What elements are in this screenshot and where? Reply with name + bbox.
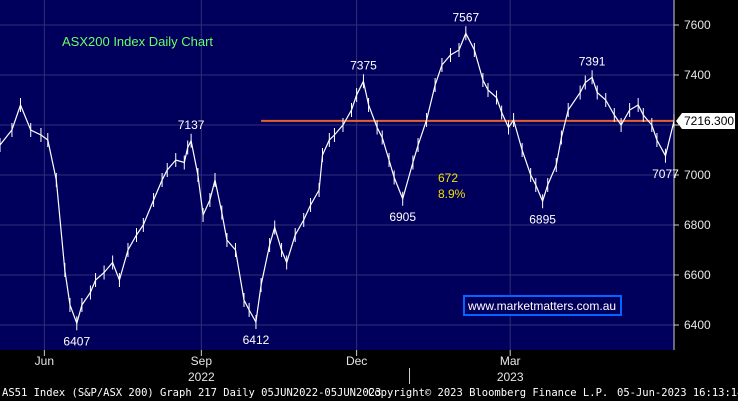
y-axis: 6400660068007000720074007600 bbox=[673, 0, 711, 350]
extreme-label: 7391 bbox=[579, 54, 606, 68]
y-tick-label: 7000 bbox=[684, 168, 711, 182]
x-tick-label: Jun bbox=[35, 354, 54, 368]
watermark-border bbox=[463, 295, 622, 316]
chart-title: ASX200 Index Daily Chart bbox=[62, 34, 213, 49]
x-tick-label: Mar bbox=[500, 354, 521, 368]
y-tick-label: 7400 bbox=[684, 68, 711, 82]
last-value-label: 7216.300 bbox=[684, 114, 734, 128]
x-year-label: 2022 bbox=[188, 370, 215, 384]
move-percent-label: 8.9% bbox=[438, 187, 466, 201]
y-tick-label: 6400 bbox=[684, 318, 711, 332]
watermark-box[interactable]: www.marketmatters.com.au bbox=[463, 295, 622, 316]
move-points-label: 672 bbox=[438, 171, 458, 185]
x-tick-label: Sep bbox=[191, 354, 213, 368]
x-axis: Jun Sep Dec Mar 2022 2023 bbox=[35, 350, 524, 384]
footer-right: 05-Jun-2023 16:13:14 bbox=[617, 387, 738, 399]
x-tick-label: Dec bbox=[346, 354, 367, 368]
extreme-label: 6407 bbox=[63, 334, 90, 348]
y-tick-label: 7600 bbox=[684, 18, 711, 32]
last-value-tag: 7216.300 bbox=[676, 113, 735, 129]
footer-left: AS51 Index (S&P/ASX 200) Graph 217 Daily… bbox=[2, 387, 381, 399]
extreme-label: 6905 bbox=[389, 210, 416, 224]
x-year-label: 2023 bbox=[497, 370, 524, 384]
last-value-tag-shape bbox=[676, 113, 735, 129]
extreme-label: 6895 bbox=[529, 212, 556, 226]
footer-center: Copyright© 2023 Bloomberg Finance L.P. bbox=[368, 387, 608, 399]
watermark-text[interactable]: www.marketmatters.com.au bbox=[467, 299, 616, 313]
annotations: 7137 6407 6412 7375 6905 7567 6895 7391 7077 bbox=[63, 10, 679, 348]
y-tick-label: 6600 bbox=[684, 268, 711, 282]
extreme-label: 7567 bbox=[452, 10, 479, 24]
price-series bbox=[0, 26, 675, 331]
extreme-label: 6412 bbox=[243, 333, 270, 347]
gridlines bbox=[0, 0, 674, 350]
extreme-label: 7375 bbox=[350, 58, 377, 72]
extreme-label: 7077 bbox=[652, 167, 679, 181]
extreme-label: 7137 bbox=[178, 118, 205, 132]
y-tick-label: 6800 bbox=[684, 218, 711, 232]
footer: AS51 Index (S&P/ASX 200) Graph 217 Daily… bbox=[2, 387, 738, 399]
